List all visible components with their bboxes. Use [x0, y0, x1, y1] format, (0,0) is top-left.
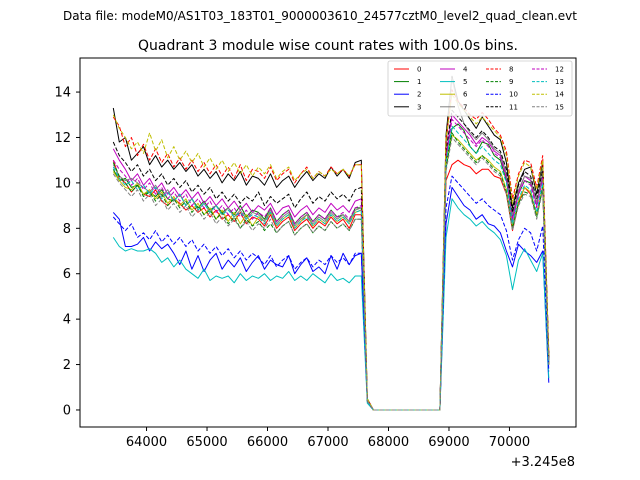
series-line-13 — [112, 125, 550, 411]
y-tick-label: 14 — [54, 86, 71, 101]
legend-label-4: 4 — [463, 66, 468, 74]
y-tick-label: 8 — [63, 222, 71, 237]
series-line-8 — [112, 89, 550, 411]
x-tick-label: 66000 — [247, 435, 288, 450]
series-line-4 — [112, 114, 550, 411]
legend-box — [387, 60, 573, 117]
series-line-2 — [112, 186, 550, 411]
legend-label-12: 12 — [555, 66, 564, 74]
legend-label-13: 13 — [555, 78, 564, 86]
legend-label-11: 11 — [509, 103, 518, 111]
series-line-10 — [112, 175, 550, 411]
y-axis: 0 2 4 6 8 10 12 14 — [54, 86, 80, 418]
legend-label-1: 1 — [417, 78, 421, 86]
legend-label-5: 5 — [463, 78, 467, 86]
x-tick-label: 70000 — [489, 435, 530, 450]
x-tick-label: 64000 — [126, 435, 167, 450]
legend-label-10: 10 — [509, 91, 518, 99]
chart-title: Quadrant 3 module wise count rates with … — [138, 38, 518, 54]
legend-label-8: 8 — [509, 66, 513, 74]
x-tick-label: 67000 — [307, 435, 348, 450]
series-line-7 — [112, 77, 550, 411]
series-line-5 — [112, 198, 550, 411]
legend-label-0: 0 — [417, 66, 421, 74]
series-line-6 — [112, 134, 550, 411]
legend-label-9: 9 — [509, 78, 513, 86]
legend-label-7: 7 — [463, 103, 467, 111]
series-layer — [112, 75, 550, 411]
chart-suptitle: Data file: modeM0/AS1T03_183T01_90000036… — [63, 9, 577, 23]
legend-label-15: 15 — [555, 103, 564, 111]
legend-label-3: 3 — [417, 103, 421, 111]
y-tick-label: 6 — [63, 267, 71, 282]
series-line-0 — [112, 159, 550, 411]
x-axis: 64000 65000 66000 67000 68000 69000 70000 — [126, 427, 530, 450]
series-line-12 — [112, 118, 550, 411]
x-axis-offset-label: +3.245e8 — [511, 455, 575, 470]
y-tick-label: 2 — [63, 358, 71, 373]
legend-label-14: 14 — [555, 91, 564, 99]
series-line-9 — [112, 132, 550, 411]
series-line-11 — [112, 109, 550, 411]
x-tick-label: 68000 — [368, 435, 409, 450]
series-line-14 — [112, 93, 550, 411]
y-tick-label: 4 — [63, 313, 71, 328]
legend-label-2: 2 — [417, 91, 421, 99]
series-line-15 — [112, 137, 550, 411]
x-tick-label: 69000 — [428, 435, 469, 450]
y-tick-label: 10 — [54, 176, 71, 191]
y-tick-label: 12 — [54, 131, 71, 146]
x-tick-label: 65000 — [186, 435, 227, 450]
y-tick-label: 0 — [63, 403, 71, 418]
series-line-3 — [112, 75, 550, 411]
legend-label-6: 6 — [463, 91, 468, 99]
